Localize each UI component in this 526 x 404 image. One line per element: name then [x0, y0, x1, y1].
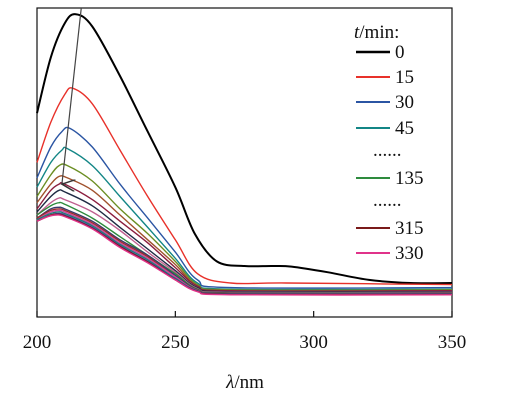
series-line-165: [36, 206, 453, 295]
legend-label-315: 315: [395, 218, 424, 239]
x-tick-label-350: 350: [438, 332, 467, 353]
legend-label-15: 15: [395, 67, 414, 88]
legend-label-30: 30: [395, 92, 414, 113]
legend-label-135: 135: [395, 168, 424, 189]
series-line-120: [36, 196, 453, 294]
legend-ellipsis: ......: [373, 140, 402, 161]
x-axis-symbol: λ: [225, 372, 234, 393]
legend-title-unit: /min:: [359, 22, 399, 43]
series-line-0: [36, 13, 453, 285]
series-line-30: [36, 126, 453, 289]
series-line-90: [36, 182, 453, 292]
series-line-45: [36, 146, 453, 291]
x-axis-title: λ/nm: [225, 372, 264, 393]
legend-title-symbol: t: [354, 22, 360, 43]
legend-label-330: 330: [395, 243, 424, 264]
x-tick-label-300: 300: [299, 332, 328, 353]
legend-title: t/min:: [354, 22, 399, 43]
x-axis-unit: /nm: [234, 372, 264, 393]
plot-frame: [36, 7, 453, 318]
series-line-15: [36, 87, 453, 286]
legend-ellipsis: ......: [373, 190, 402, 211]
series-line-330: [36, 214, 453, 296]
trend-arrow: [62, 7, 82, 184]
legend-label-0: 0: [395, 42, 405, 63]
x-axis-ticks: 200 250 300 350: [23, 311, 467, 353]
series-line-60: [36, 163, 453, 291]
legend-label-45: 45: [395, 118, 414, 139]
series-layer: [36, 13, 453, 296]
x-tick-label-250: 250: [161, 332, 190, 353]
x-tick-label-200: 200: [23, 332, 52, 353]
